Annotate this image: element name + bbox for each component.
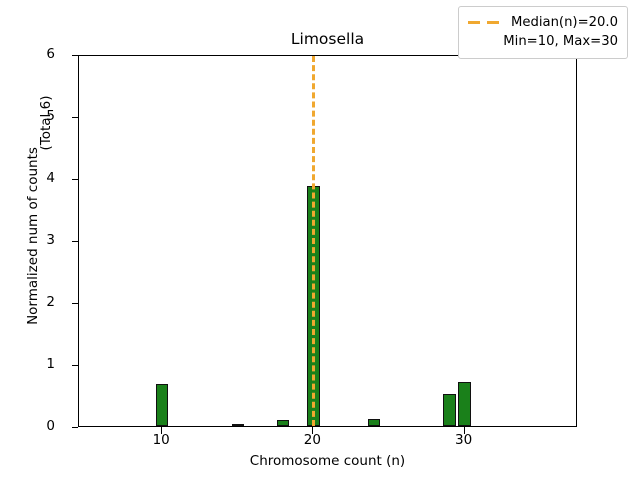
x-tick-label: 30 [454,432,473,448]
chart-title: Limosella [290,30,365,48]
y-tick-mark [71,303,78,304]
legend-minmax-label: Min=10, Max=30 [503,34,618,49]
y-tick-label: 4 [46,170,55,186]
x-tick-mark [161,427,163,434]
x-tick-mark [463,427,465,434]
y-tick-mark [71,365,78,366]
y-tick-label: 1 [46,356,55,372]
x-axis-label: Chromosome count (n) [249,453,406,469]
y-tick-mark [71,55,78,56]
y-tick-label: 0 [46,418,55,434]
bar [443,393,456,426]
y-tick-mark [71,241,78,242]
bar [367,418,381,426]
legend-entry-median: Median(n)=20.0 [467,13,618,32]
bar [155,383,169,426]
dashed-line-icon [467,17,502,29]
x-tick-mark [312,427,314,434]
x-tick-label: 20 [303,432,321,448]
x-tick-label: 10 [152,432,170,448]
y-tick-label: 2 [46,294,55,310]
median-line-annotation [311,56,315,426]
chart-legend: Median(n)=20.0 Min=10, Max=30 [457,6,628,59]
y-tick-label: 3 [46,232,55,248]
bar [458,381,471,426]
y-tick-label: 6 [46,46,55,62]
bar [276,419,290,426]
y-tick-mark [71,117,78,118]
y-tick-mark [71,427,78,428]
y-tick-mark [71,179,78,180]
y-axis-total-label: (Total 6) [38,95,54,151]
legend-entry-label: Median(n)=20.0 [510,15,618,30]
y-tick-label: 5 [46,108,55,124]
bar [231,423,244,426]
plot-area [78,55,577,427]
